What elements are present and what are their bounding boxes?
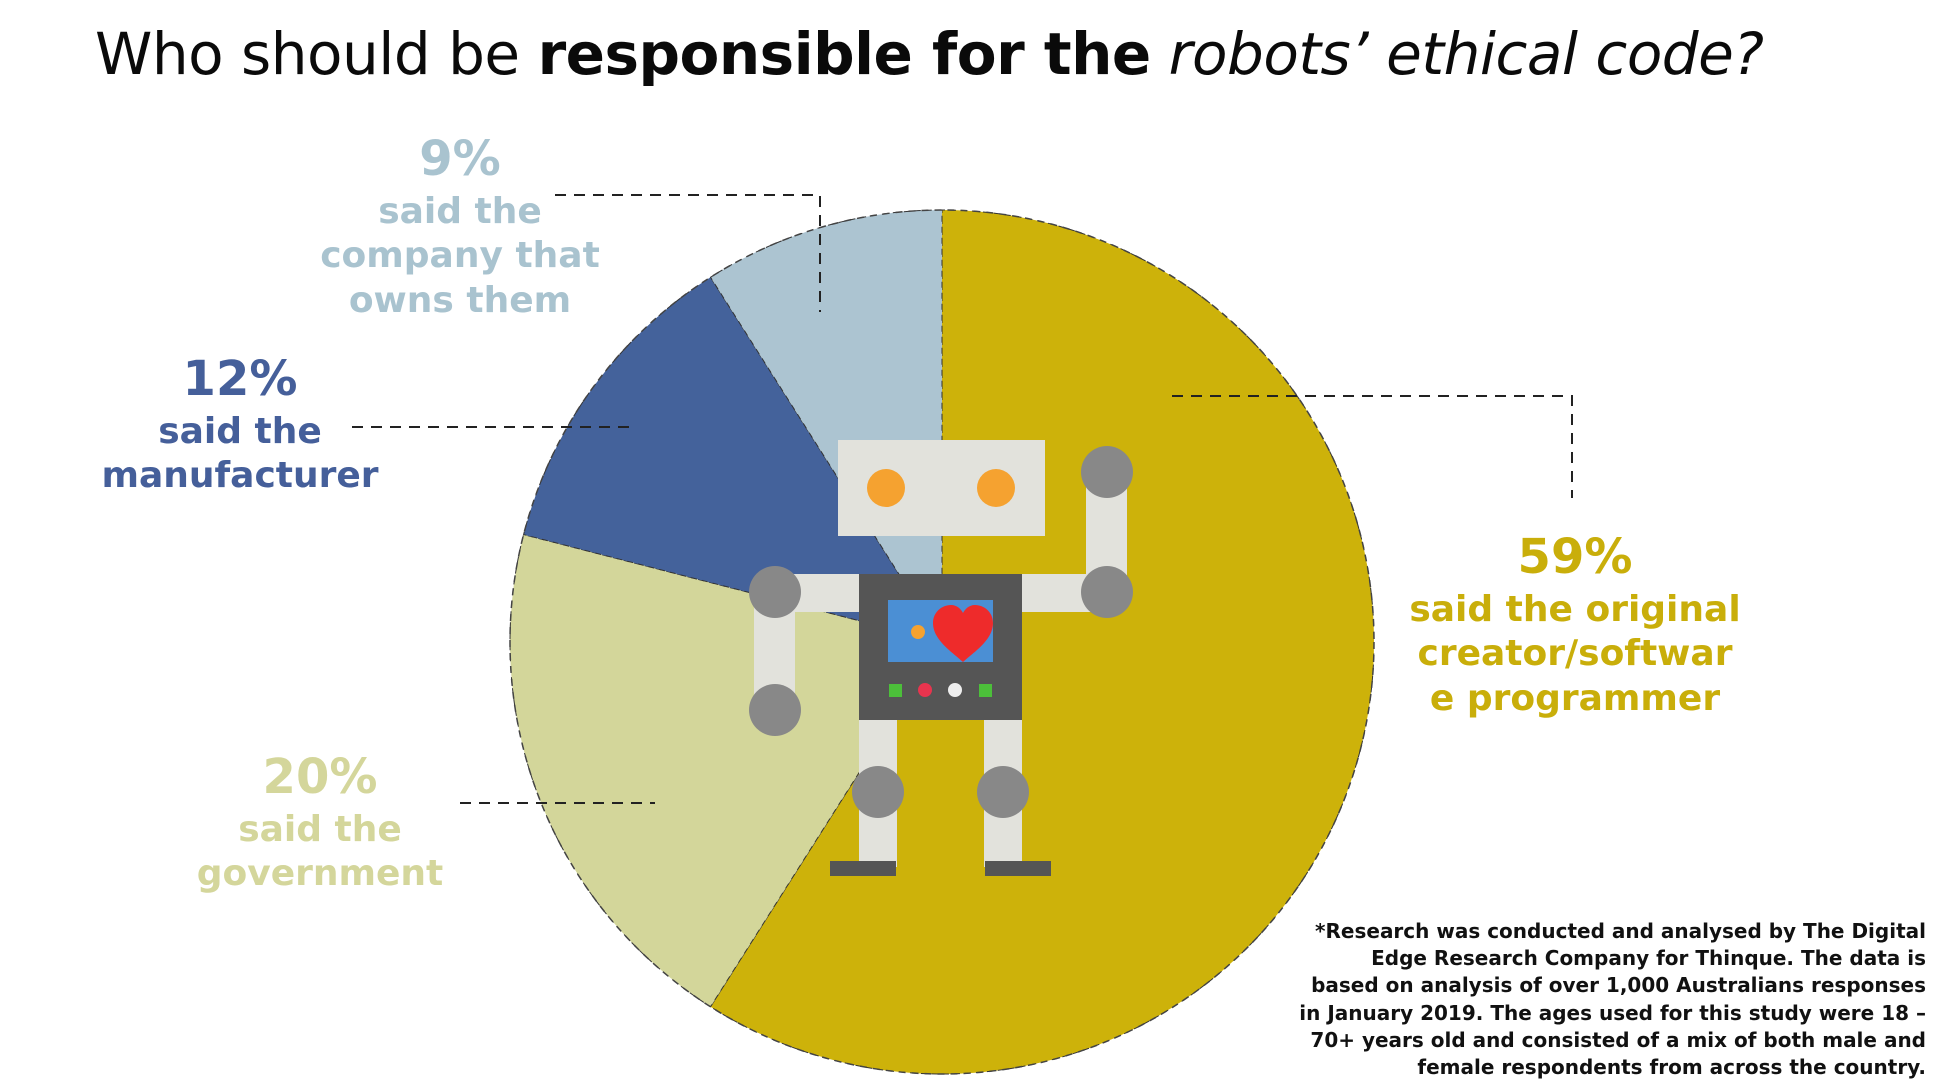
robot-red-light: [918, 683, 932, 697]
robot-right-hand: [1081, 446, 1133, 498]
robot-right-eye: [977, 469, 1015, 507]
label-government-line-2: government: [196, 853, 444, 895]
chart-title: Who should be responsible for the robots…: [95, 18, 1764, 91]
robot-left-hand: [749, 684, 801, 736]
label-company-line-1: said the: [378, 190, 542, 232]
title-part-1: Who should be: [95, 20, 538, 88]
label-creator-percent: 59%: [1517, 529, 1633, 585]
label-government-line-1: said the: [238, 808, 402, 850]
leader-line-9: [555, 194, 821, 312]
footnote-line-4: in January 2019. The ages used for this …: [1299, 1000, 1926, 1025]
robot-screen-dot: [911, 625, 925, 639]
robot-left-eye: [867, 469, 905, 507]
label-company-line-2: company that: [320, 235, 600, 277]
label-manufacturer-line-2: manufacturer: [101, 455, 379, 497]
footnote-line-5: 70+ years old and consisted of a mix of …: [1310, 1027, 1926, 1052]
label-manufacturer: 12% said the manufacturer: [90, 350, 390, 499]
title-part-2: responsible for the: [537, 20, 1152, 88]
label-government-percent: 20%: [262, 749, 378, 805]
leader-line-59: [1172, 395, 1573, 498]
research-footnote: *Research was conducted and analysed by …: [1226, 918, 1926, 1081]
robot-left-shoulder: [749, 566, 801, 618]
title-part-3: robots’ ethical code?: [1150, 20, 1764, 88]
label-creator-line-1: said the original: [1409, 588, 1741, 630]
label-manufacturer-percent: 12%: [182, 351, 298, 407]
label-company-line-3: owns them: [348, 279, 572, 321]
robot-green-button-left: [889, 684, 902, 697]
label-manufacturer-line-1: said the: [158, 410, 322, 452]
robot-green-button-right: [979, 684, 992, 697]
label-creator: 59% said the original creator/softwar e …: [1385, 528, 1765, 721]
heart-icon: [933, 605, 993, 662]
footnote-line-1: *Research was conducted and analysed by …: [1315, 919, 1926, 943]
footnote-line-6: female respondents from across the count…: [1417, 1054, 1926, 1079]
robot-illustration: [749, 440, 1133, 876]
pie-outline: [509, 209, 1375, 1075]
footnote-line-3: based on analysis of over 1,000 Australi…: [1311, 973, 1926, 998]
label-creator-line-2: creator/softwar: [1417, 633, 1733, 675]
robot-right-elbow: [1081, 566, 1133, 618]
robot-left-foot: [830, 861, 896, 876]
label-company: 9% said the company that owns them: [300, 130, 620, 323]
label-company-percent: 9%: [419, 131, 501, 187]
robot-right-foot: [985, 861, 1051, 876]
robot-white-light: [948, 683, 962, 697]
label-creator-line-3: e programmer: [1429, 677, 1721, 719]
robot-right-knee: [977, 766, 1029, 818]
robot-left-knee: [852, 766, 904, 818]
footnote-line-2: Edge Research Company for Thinque. The d…: [1371, 946, 1926, 971]
label-government: 20% said the government: [170, 748, 470, 897]
